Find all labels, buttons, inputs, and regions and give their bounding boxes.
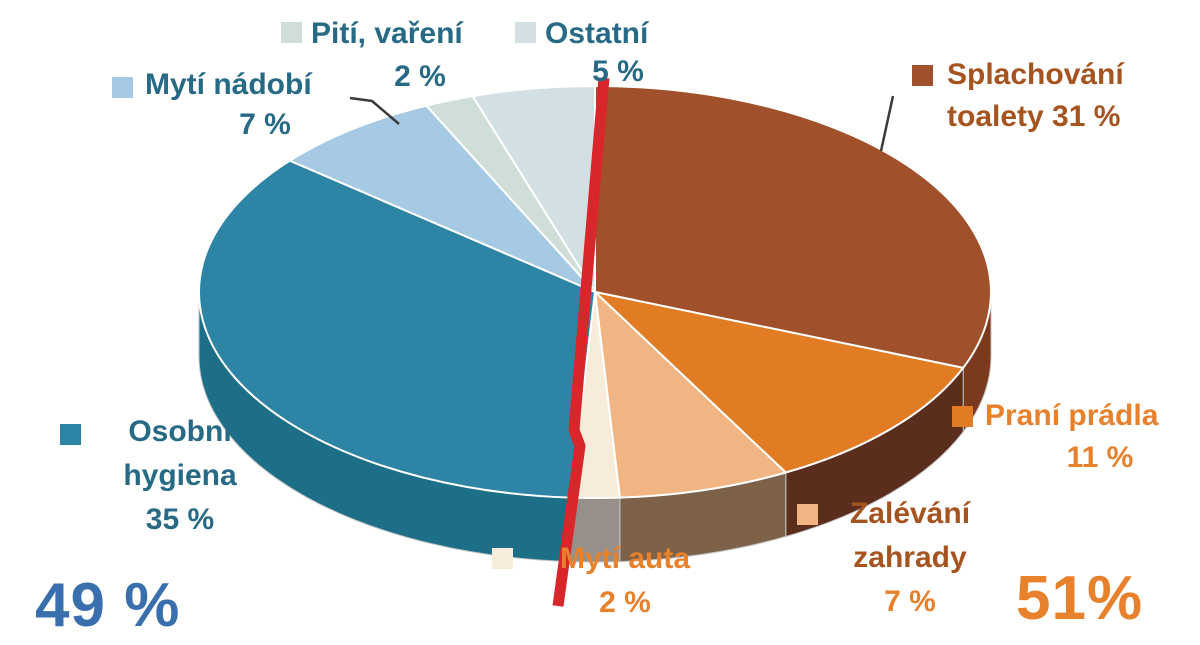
total-left-49: 49 %: [35, 571, 181, 640]
legend-marker-osobni: [60, 424, 81, 445]
legend-label-splachovani: Splachování toalety 31 %: [947, 54, 1124, 138]
legend-label-myti-auta: Mytí auta 2 %: [510, 537, 740, 625]
pie-slice-4: [198, 159, 596, 499]
pie-slice-0: [594, 85, 992, 369]
value-label-osobni: 35 %: [145, 503, 215, 536]
value-label-piti-vareni: 2 %: [394, 60, 446, 93]
pie-slice-2: [594, 291, 787, 499]
legend-label-zalevani-line1: Zalévání: [849, 497, 971, 530]
value-label-myti-auta: 2 %: [599, 586, 651, 619]
legend-label-zalevani-line2: zahrady: [853, 541, 967, 574]
pie-slice-1: [594, 291, 965, 474]
legend-marker-myti-nadobi: [112, 77, 133, 98]
legend-marker-ostatni: [515, 22, 536, 43]
value-label-prani: 11 %: [1066, 441, 1134, 474]
pie-slice-7: [471, 85, 596, 293]
legend-label-ostatni: Ostatní: [545, 17, 649, 50]
legend-marker-myti-auta: [492, 548, 513, 569]
pie-slices-group: [198, 85, 992, 563]
legend-marker-zalevani: [797, 504, 818, 525]
legend-label-osobni-line2: hygiena: [123, 459, 237, 492]
value-label-zalevani: 7 %: [884, 585, 936, 618]
legend-label-myti-nadobi: Mytí nádobí: [145, 68, 312, 101]
pie-slice-5: [288, 104, 596, 293]
leader-line-splachovani: [879, 95, 895, 152]
legend-marker-prani: [952, 406, 973, 427]
legend-label-osobni-line1: Osobní: [128, 415, 232, 448]
legend-label-prani: Praní prádla: [985, 399, 1159, 432]
legend-marker-splachovani: [912, 65, 933, 86]
legend-label-piti-vareni: Pití, vaření: [311, 17, 463, 50]
legend-label-zalevani: Zalévání zahrady 7 %: [810, 492, 1010, 624]
legend-label-splachovani-line1: Splachování: [947, 58, 1124, 91]
half-divider-red-line: [552, 77, 610, 607]
leader-line-piti-vareni: [349, 96, 400, 125]
value-label-ostatni: 5 %: [592, 55, 644, 88]
value-label-myti-nadobi: 7 %: [239, 108, 291, 141]
total-right-51: 51%: [1016, 564, 1144, 633]
legend-label-osobni: Osobní hygiena 35 %: [75, 410, 285, 542]
legend-label-splachovani-line2: toalety 31 %: [947, 100, 1121, 133]
legend-marker-piti-vareni: [281, 22, 302, 43]
legend-label-myti-auta-name: Mytí auta: [559, 542, 691, 575]
